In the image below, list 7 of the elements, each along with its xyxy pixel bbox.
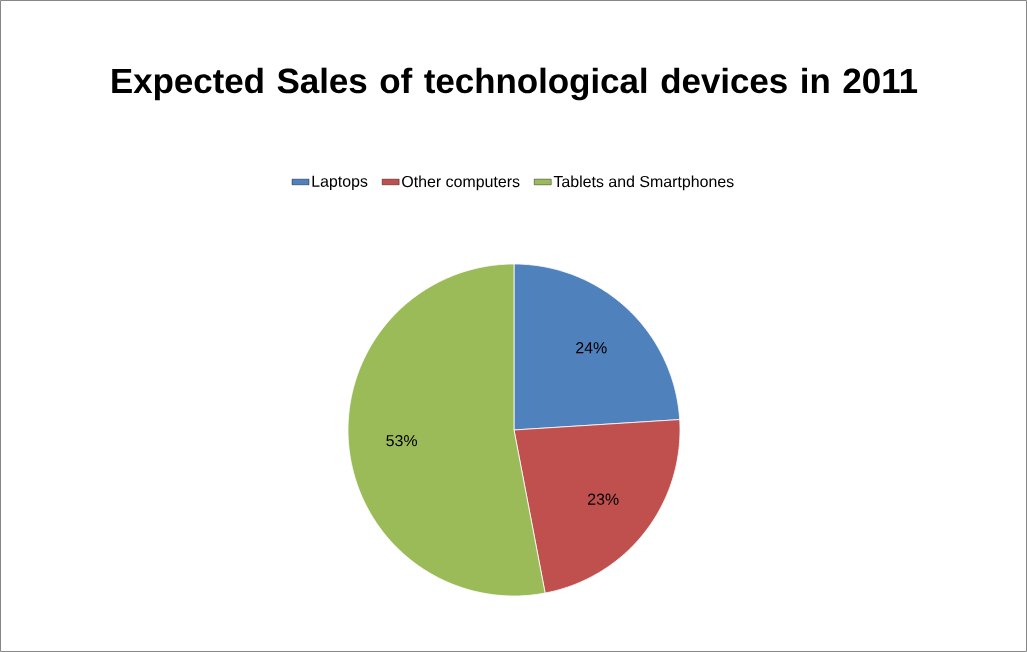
legend-label: Other computers <box>402 175 520 191</box>
legend-label: Laptops <box>312 175 368 191</box>
data-label: 24% <box>576 342 607 354</box>
data-label: 53% <box>386 434 418 447</box>
chart-title: Expected Sales of technological devices in 2011 <box>112 67 918 101</box>
legend-label: Tablets and Smartphones <box>553 175 734 191</box>
data-label: 23% <box>588 493 619 505</box>
